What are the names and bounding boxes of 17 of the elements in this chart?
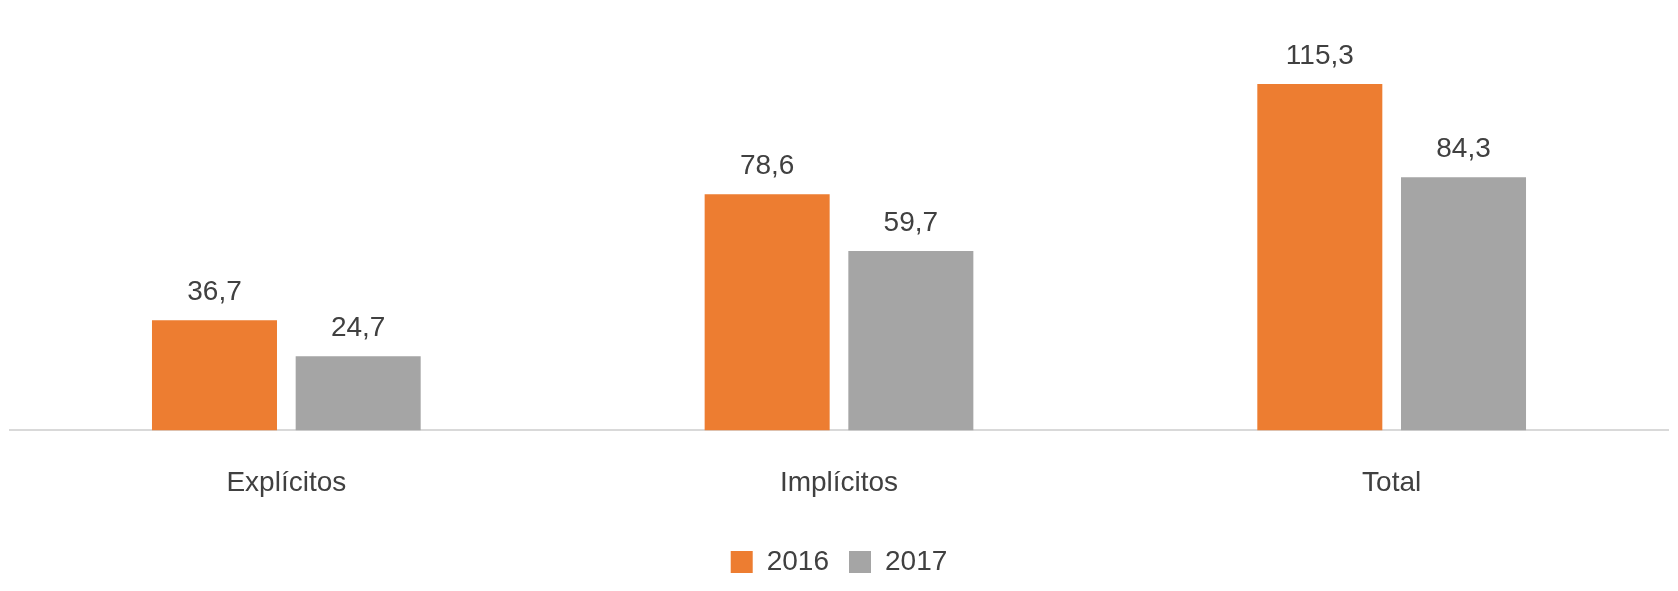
data-label: 59,7 [883, 205, 939, 237]
x-tick-label: Explícitos [226, 465, 347, 497]
data-label: 36,7 [187, 274, 242, 306]
legend-label: 2017 [885, 544, 948, 576]
data-label: 24,7 [330, 310, 386, 342]
legend-label: 2016 [766, 544, 830, 576]
bar [848, 251, 974, 431]
x-tick-label: Implícitos [779, 465, 899, 497]
data-label: 84,3 [1436, 131, 1491, 163]
bar [151, 320, 277, 431]
bar [704, 194, 830, 431]
bar [295, 356, 421, 431]
data-label: 115,3 [1285, 38, 1354, 70]
bar [1257, 84, 1383, 431]
bar [1401, 177, 1527, 431]
x-tick-label: Total [1362, 465, 1422, 497]
data-label: 78,6 [739, 149, 795, 181]
